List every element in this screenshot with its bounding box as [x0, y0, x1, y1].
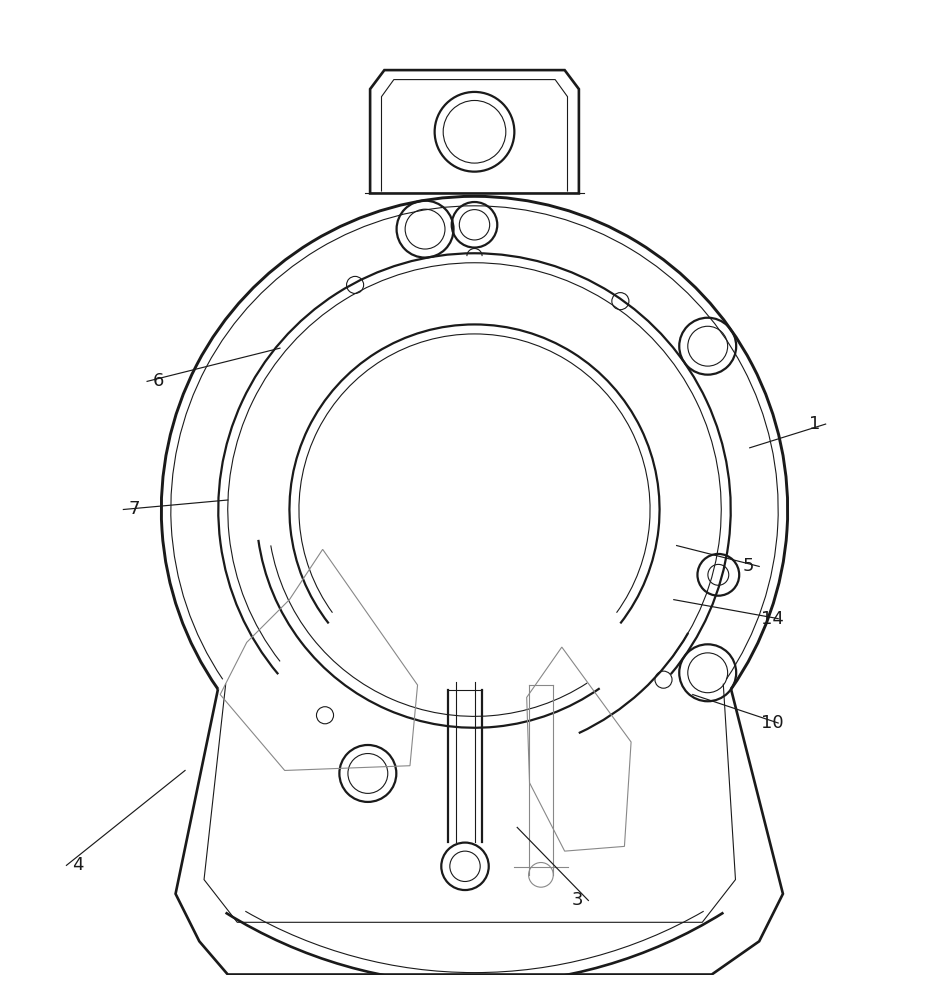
Text: 5: 5: [742, 557, 754, 575]
Text: 6: 6: [153, 372, 164, 390]
Text: 3: 3: [571, 891, 583, 909]
Text: 1: 1: [809, 415, 820, 433]
Text: 4: 4: [72, 856, 84, 874]
Text: 14: 14: [761, 610, 784, 628]
Text: 10: 10: [761, 714, 784, 732]
Text: 7: 7: [129, 500, 140, 518]
